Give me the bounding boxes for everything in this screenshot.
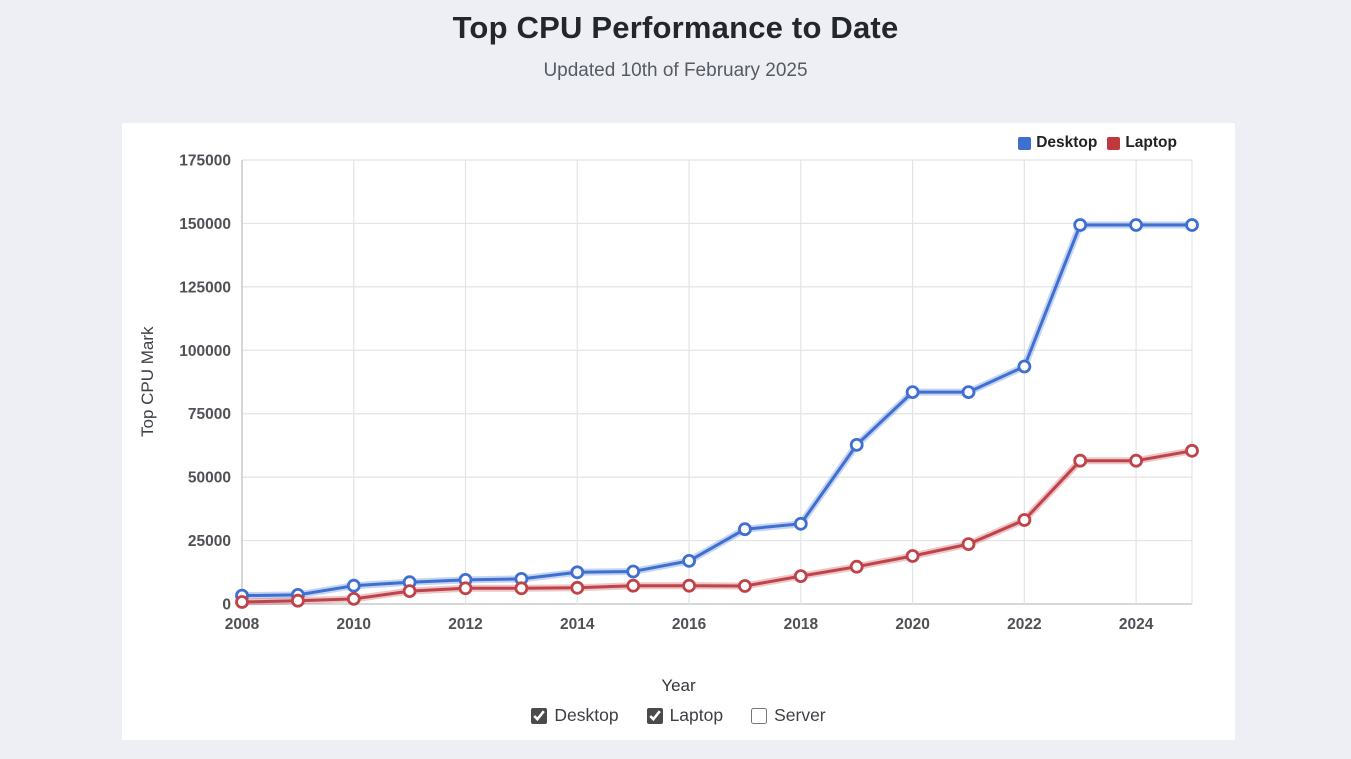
svg-text:150000: 150000	[179, 216, 231, 233]
svg-text:2018: 2018	[784, 616, 819, 633]
series-toggle-laptop[interactable]: Laptop	[646, 705, 724, 726]
series-checkbox-server[interactable]	[751, 707, 768, 724]
chart-canvas: 0 25000 50000 75000 100000 125000 150000 175000…	[179, 153, 1199, 633]
legend-swatch-icon	[1018, 136, 1032, 150]
series-toggle-label: Laptop	[669, 705, 724, 725]
svg-text:2014: 2014	[560, 616, 595, 633]
svg-text:50000: 50000	[188, 470, 231, 487]
legend-item-desktop[interactable]: Desktop	[1018, 134, 1097, 152]
series-toggle-label: Desktop	[554, 705, 619, 725]
svg-text:75000: 75000	[188, 406, 231, 423]
svg-text:0: 0	[222, 597, 231, 614]
svg-text:125000: 125000	[179, 279, 231, 296]
series-checkbox-laptop[interactable]	[646, 707, 663, 724]
y-axis-title: Top CPU Mark	[138, 326, 157, 438]
svg-text:2022: 2022	[1007, 616, 1041, 633]
chart-legend: Desktop Laptop	[1018, 134, 1177, 152]
x-axis-title: Year	[661, 676, 696, 695]
series-toggle-desktop[interactable]: Desktop	[531, 705, 619, 726]
svg-text:175000: 175000	[179, 153, 231, 170]
series-toggles: Desktop Laptop Server	[122, 705, 1235, 726]
svg-text:100000: 100000	[179, 343, 231, 360]
series-toggle-server[interactable]: Server	[751, 705, 826, 726]
svg-text:2008: 2008	[225, 616, 260, 633]
svg-text:2024: 2024	[1119, 616, 1154, 633]
svg-text:2020: 2020	[895, 616, 929, 633]
series-toggle-label: Server	[774, 705, 826, 725]
legend-label: Laptop	[1125, 134, 1177, 151]
svg-text:2010: 2010	[337, 616, 371, 633]
legend-swatch-icon	[1107, 136, 1121, 150]
page-header: Top CPU Performance to Date Updated 10th…	[0, 0, 1351, 82]
page-subtitle: Updated 10th of February 2025	[543, 60, 808, 81]
series-checkbox-desktop[interactable]	[531, 707, 548, 724]
svg-text:25000: 25000	[188, 533, 231, 550]
svg-text:2016: 2016	[672, 616, 707, 633]
legend-label: Desktop	[1036, 134, 1098, 151]
chart-card: Desktop Laptop 0 25000 50000 75000 100000 1250…	[122, 123, 1235, 740]
legend-item-laptop[interactable]: Laptop	[1107, 134, 1177, 152]
svg-text:2012: 2012	[448, 616, 482, 633]
page-title: Top CPU Performance to Date	[452, 10, 899, 45]
